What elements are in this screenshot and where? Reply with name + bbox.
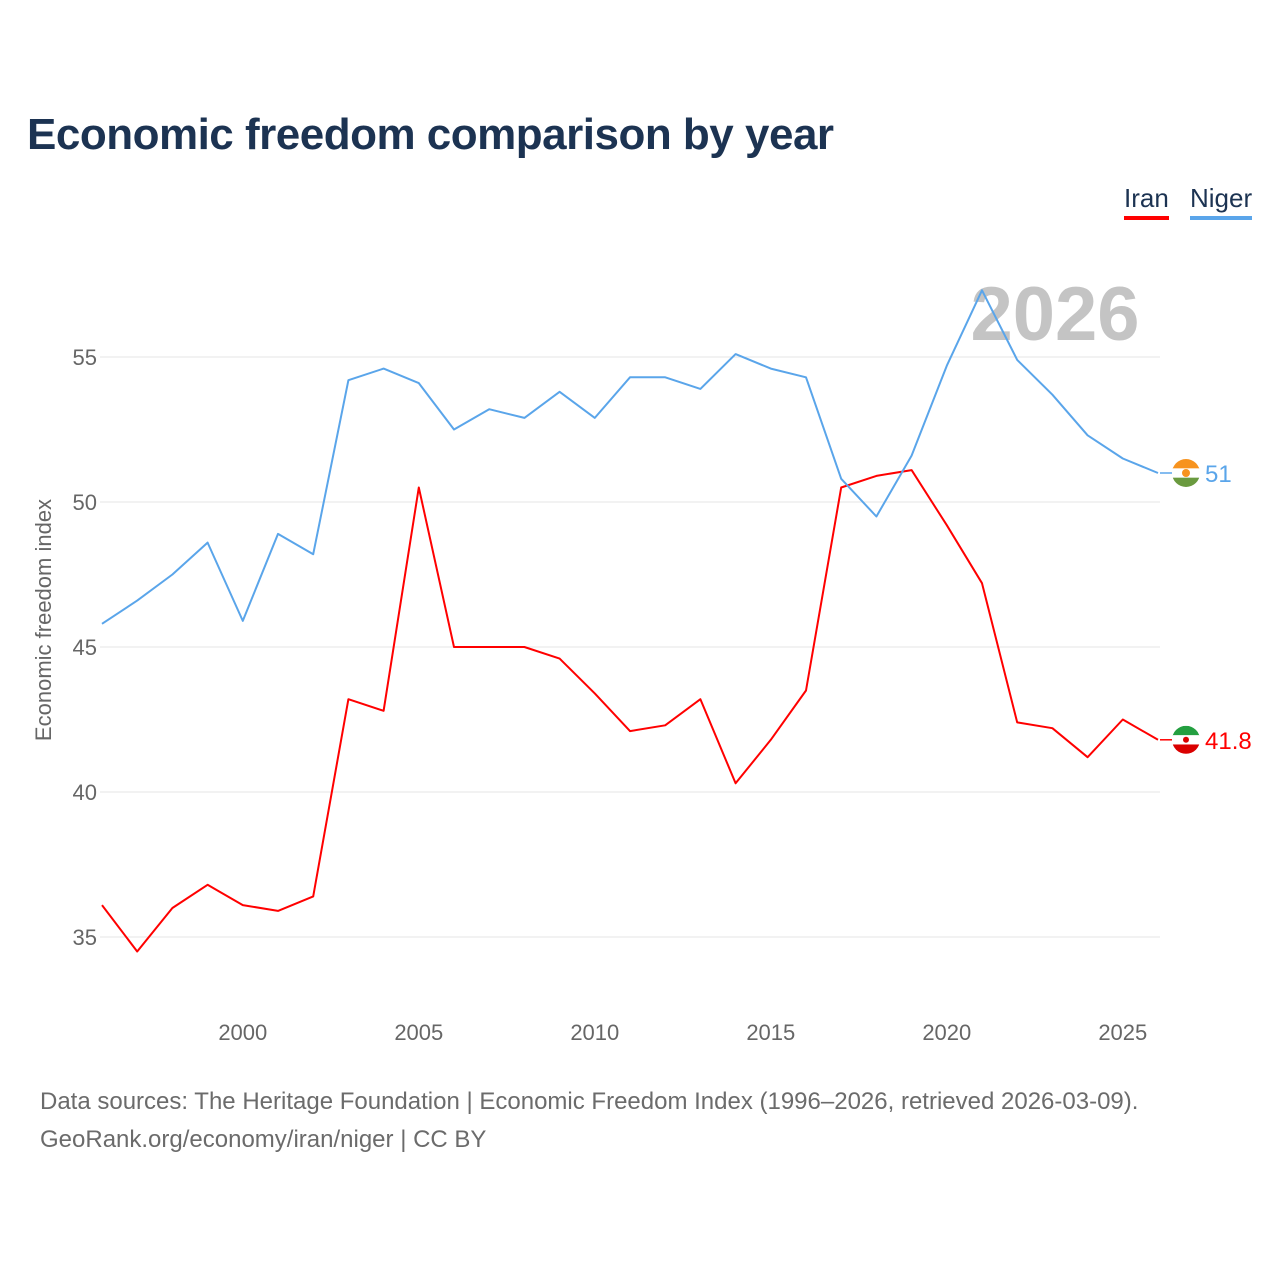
end-value-label-niger: 51 <box>1205 461 1232 488</box>
flag-stripe <box>1172 744 1200 754</box>
year-watermark: 2026 <box>970 272 1139 357</box>
series-line-niger <box>101 289 1159 625</box>
flag-sun <box>1182 469 1190 477</box>
flag-stripe <box>1172 725 1200 736</box>
x-tick-label: 2010 <box>570 1020 619 1045</box>
y-tick-label: 40 <box>73 780 97 805</box>
x-tick-label: 2025 <box>1098 1020 1147 1045</box>
legend-item-niger[interactable]: Niger <box>1190 183 1253 220</box>
flag-emblem <box>1183 736 1189 743</box>
y-axis-label: Economic freedom index <box>31 499 56 741</box>
end-value-label-iran: 41.8 <box>1205 728 1252 755</box>
y-tick-label: 45 <box>73 635 97 660</box>
y-tick-label: 55 <box>73 345 97 370</box>
legend-item-iran[interactable]: Iran <box>1124 183 1169 220</box>
flag-stripe <box>1172 477 1200 487</box>
series-line-iran <box>101 469 1159 953</box>
x-tick-label: 2000 <box>218 1020 267 1045</box>
flag-niger-icon <box>1172 459 1200 487</box>
footer-sources: Data sources: The Heritage Foundation | … <box>40 1088 1139 1115</box>
flag-stripe <box>1172 459 1200 469</box>
flag-iran-icon <box>1172 725 1200 754</box>
footer-link[interactable]: GeoRank.org/economy/iran/niger | CC BY <box>40 1126 487 1153</box>
x-tick-label: 2020 <box>922 1020 971 1045</box>
x-tick-label: 2005 <box>394 1020 443 1045</box>
y-tick-label: 35 <box>73 925 97 950</box>
chart-title: Economic freedom comparison by year <box>27 110 834 159</box>
x-tick-label: 2015 <box>746 1020 795 1045</box>
y-tick-label: 50 <box>73 490 97 515</box>
